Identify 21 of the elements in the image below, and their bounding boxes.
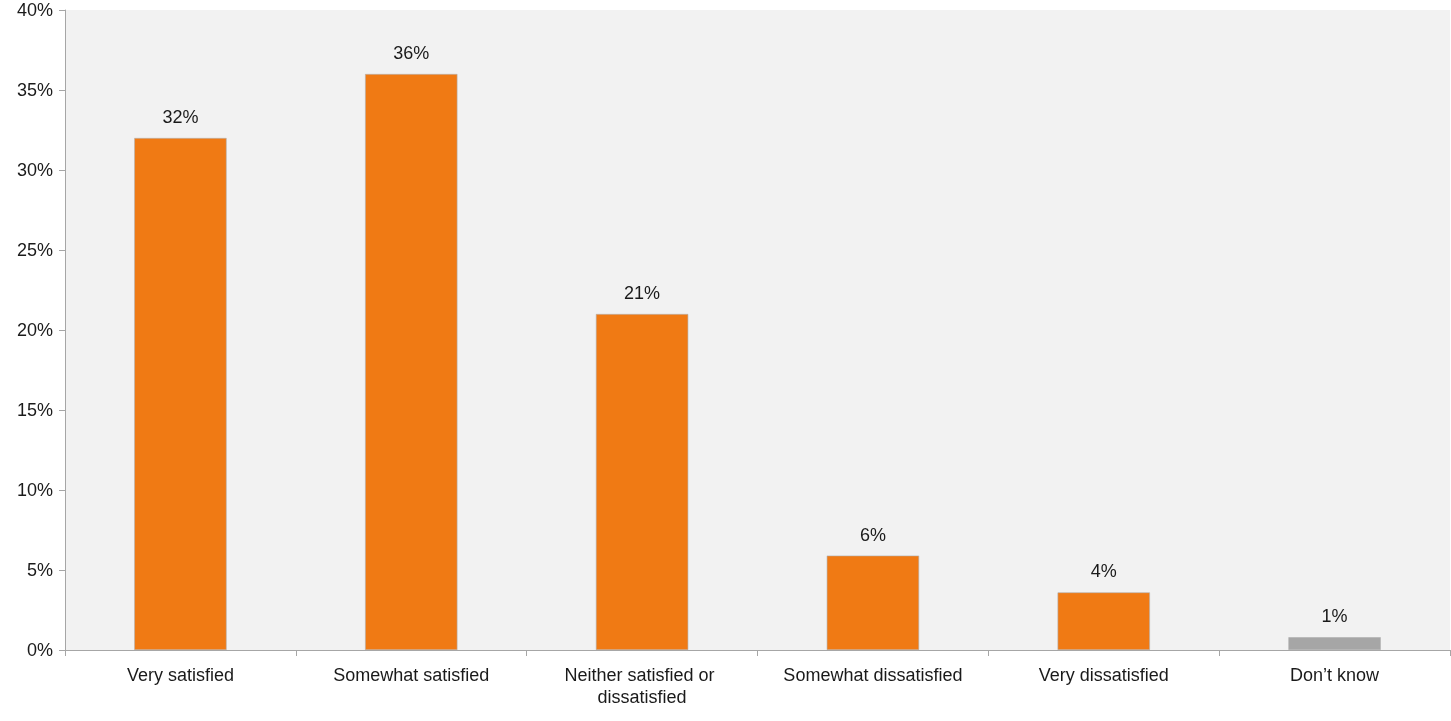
- y-tick-label: 20%: [16, 320, 53, 340]
- x-tick-label: Don’t know: [1290, 665, 1381, 685]
- y-tick-label: 25%: [16, 240, 53, 260]
- y-tick-label: 40%: [16, 0, 53, 20]
- y-tick-label: 30%: [16, 160, 53, 180]
- data-label: 1%: [1321, 606, 1348, 627]
- x-tick-label: Very dissatisfied: [1038, 665, 1169, 685]
- data-label: 36%: [393, 43, 430, 63]
- x-tick-label: Very satisfied: [126, 665, 234, 685]
- x-tick-label: Somewhat dissatisfied: [783, 665, 963, 685]
- data-label: 21%: [624, 283, 661, 303]
- data-label: 32%: [162, 107, 199, 127]
- y-tick-label: 5%: [26, 560, 53, 580]
- data-label: 6%: [859, 524, 886, 545]
- x-tick-label: Neither satisfied or dissatisfied: [564, 665, 720, 707]
- x-tick-label: Somewhat satisfied: [333, 665, 490, 685]
- y-tick-label: 15%: [16, 400, 53, 420]
- y-tick-label: 10%: [16, 480, 53, 500]
- data-label: 4%: [1090, 561, 1117, 582]
- y-tick-label: 35%: [16, 80, 53, 100]
- y-tick-label: 0%: [26, 640, 53, 660]
